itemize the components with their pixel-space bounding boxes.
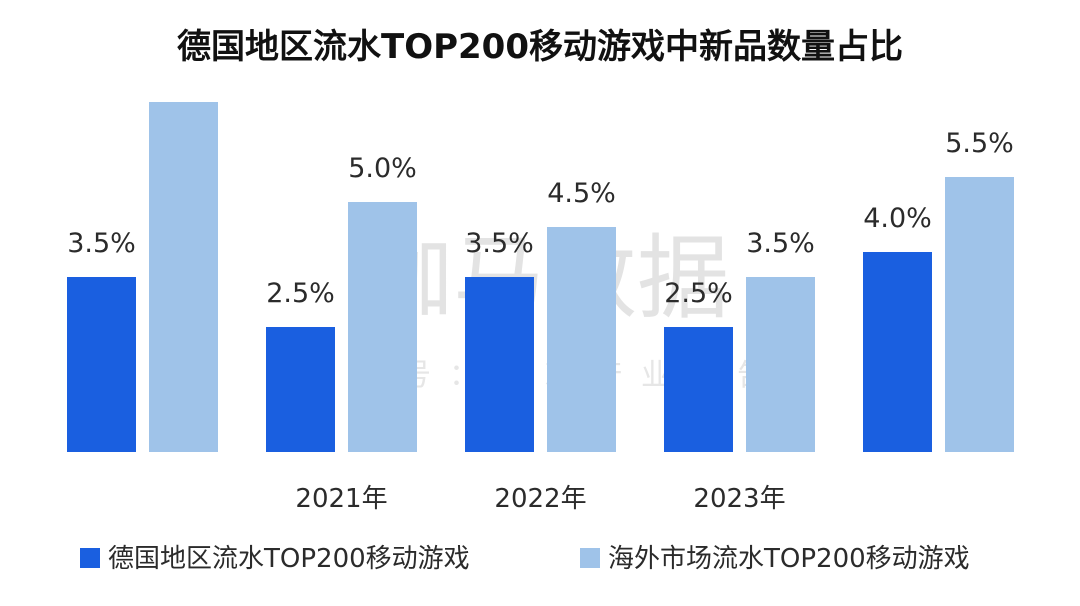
x-tick-2: 2022年	[494, 484, 586, 514]
value-label-germany-4: 4.0%	[863, 203, 932, 234]
bar-overseas-3	[746, 277, 815, 452]
value-labels-group: 3.5% 2.5% 5.0% 3.5% 4.5% 2.5% 3.5% 4.0% 5.5%	[67, 128, 1014, 309]
bar-overseas-0	[149, 102, 218, 452]
legend-label-germany: 德国地区流水TOP200移动游戏	[108, 544, 470, 574]
x-tick-1: 2021年	[295, 484, 387, 514]
value-label-overseas-2: 4.5%	[547, 178, 616, 209]
bars-group	[67, 102, 1014, 452]
chart-title: 德国地区流水TOP200移动游戏中新品数量占比	[177, 27, 903, 67]
x-axis-ticks: 2021年 2022年 2023年	[295, 484, 785, 514]
legend-swatch-germany	[80, 548, 100, 568]
watermark-main: 伽马数据	[361, 225, 729, 332]
bar-germany-0	[67, 277, 136, 452]
legend-swatch-overseas	[580, 548, 600, 568]
legend-label-overseas: 海外市场流水TOP200移动游戏	[608, 544, 970, 574]
value-label-germany-0: 3.5%	[67, 228, 136, 259]
value-label-germany-1: 2.5%	[266, 278, 335, 309]
value-label-overseas-1: 5.0%	[348, 153, 417, 184]
bar-germany-1	[266, 327, 335, 452]
bar-germany-2	[465, 277, 534, 452]
legend: 德国地区流水TOP200移动游戏 海外市场流水TOP200移动游戏	[80, 544, 970, 574]
value-label-overseas-4: 5.5%	[945, 128, 1014, 159]
value-label-germany-3: 2.5%	[664, 278, 733, 309]
x-tick-3: 2023年	[693, 484, 785, 514]
bar-overseas-4	[945, 177, 1014, 452]
bar-overseas-2	[547, 227, 616, 452]
value-label-overseas-3: 3.5%	[746, 228, 815, 259]
bar-germany-3	[664, 327, 733, 452]
bar-overseas-1	[348, 202, 417, 452]
value-label-germany-2: 3.5%	[465, 228, 534, 259]
bar-germany-4	[863, 252, 932, 452]
